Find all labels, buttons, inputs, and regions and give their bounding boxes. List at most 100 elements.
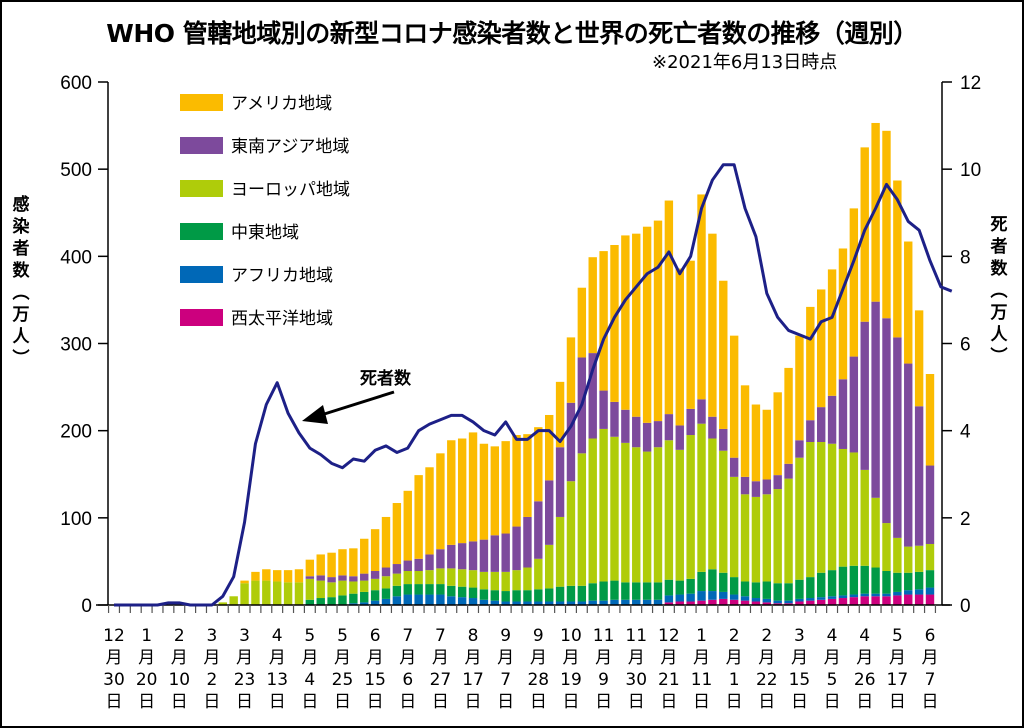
bar-segment xyxy=(708,569,717,592)
bar-segment xyxy=(523,601,532,605)
bar-segment xyxy=(403,560,412,572)
y-right-tick-label: 10 xyxy=(960,160,981,181)
bar-segment xyxy=(490,590,499,601)
x-tick-label-part: 日 xyxy=(922,692,939,712)
bar-segment xyxy=(588,600,597,605)
y-axis-right-ticks: 0 2 4 6 8 10 12 xyxy=(942,73,981,617)
x-tick-label-part: 3 xyxy=(794,626,805,646)
bar-segment xyxy=(708,591,717,600)
x-tick-label-part: 5 xyxy=(304,626,315,646)
y-right-tick-label: 0 xyxy=(960,596,971,617)
bar-segment xyxy=(675,594,684,602)
bar-segment xyxy=(273,570,282,582)
x-tick-label-part: 日 xyxy=(334,692,351,712)
x-tick-label-part: 月 xyxy=(824,648,841,668)
bar-segment xyxy=(838,595,848,599)
bar-segment xyxy=(327,577,336,583)
bar-segment xyxy=(490,571,499,591)
x-tick-label-part: 日 xyxy=(138,692,155,712)
x-tick-label-part: 日 xyxy=(465,692,482,712)
bar-segment xyxy=(468,570,478,588)
bar-segment xyxy=(871,596,880,605)
bar-segment xyxy=(316,580,325,599)
bar-segment xyxy=(871,497,880,568)
x-tick-label-part: 日 xyxy=(530,692,547,712)
bar-segment xyxy=(403,571,412,585)
annotation-arrow-head xyxy=(302,405,328,424)
bar-segment xyxy=(664,440,674,580)
x-tick-label-part: 日 xyxy=(301,692,318,712)
bar-segment xyxy=(751,496,761,583)
bar-segment xyxy=(338,595,347,605)
y-left-tick-label: 300 xyxy=(60,335,92,356)
x-tick-label-part: 月 xyxy=(497,648,514,668)
bar-segment xyxy=(294,569,304,583)
bar-segment xyxy=(545,544,554,589)
bar-segment xyxy=(784,583,793,601)
bar-segment xyxy=(479,539,489,572)
x-tick-label-part: 2 xyxy=(207,670,218,690)
bar-segment xyxy=(577,585,587,602)
bar-segment xyxy=(621,409,630,443)
bar-segment xyxy=(327,552,336,578)
y-right-tick-label: 2 xyxy=(960,509,971,530)
bar-segment xyxy=(849,356,859,453)
x-tick-label-part: 5 xyxy=(892,626,903,646)
bar-segment xyxy=(316,554,325,576)
legend-swatch xyxy=(180,94,223,111)
x-tick-label-part: 月 xyxy=(301,648,318,668)
bar-segment xyxy=(708,416,717,439)
x-tick-label-part: 4 xyxy=(827,626,838,646)
bar-segment xyxy=(534,501,543,559)
bar-segment xyxy=(555,516,565,587)
bar-segment xyxy=(218,602,227,605)
bar-segment xyxy=(838,598,848,605)
deaths-line xyxy=(114,163,953,607)
bar-segment xyxy=(283,582,293,605)
x-tick-label-part: 月 xyxy=(758,648,775,668)
bar-segment xyxy=(414,571,423,585)
legend-label: 東南アジア地域 xyxy=(231,137,349,157)
bar-segment xyxy=(827,596,837,599)
x-tick-label-part: 日 xyxy=(562,692,579,712)
bar-segment xyxy=(773,489,782,584)
x-tick-label-part: 2 xyxy=(729,626,740,646)
x-tick-label-part: 20 xyxy=(136,670,158,690)
bar-segment xyxy=(729,599,739,605)
bar-segment xyxy=(403,584,412,595)
bar-segment xyxy=(457,597,467,605)
bar-segment xyxy=(925,374,935,466)
bar-segment xyxy=(860,593,869,597)
bar-segment xyxy=(729,577,739,595)
x-tick-label-part: 11 xyxy=(625,626,647,646)
bar-segment xyxy=(914,571,924,590)
x-tick-label-part: 1 xyxy=(141,626,152,646)
bar-segment xyxy=(610,245,619,402)
bar-segment xyxy=(914,594,924,605)
legend-label: 中東地域 xyxy=(231,223,299,243)
bar-segment xyxy=(751,582,761,599)
x-tick-label-part: 11 xyxy=(593,626,615,646)
bar-segment xyxy=(806,600,815,605)
bar-segment xyxy=(740,476,750,495)
y-axis-left-ticks: 0 100 200 300 400 500 600 xyxy=(60,73,108,617)
x-tick-label-part: 7 xyxy=(435,626,446,646)
x-tick-label-part: 月 xyxy=(334,648,351,668)
bar-segment xyxy=(914,589,924,595)
bar-segment xyxy=(729,594,739,600)
bar-segment xyxy=(501,441,510,534)
legend-item: アメリカ地域 xyxy=(180,94,332,114)
bar-segment xyxy=(240,580,249,584)
x-tick-label-part: 25 xyxy=(332,670,354,690)
bar-segment xyxy=(795,598,804,602)
bar-segment xyxy=(360,573,369,581)
bar-segment xyxy=(904,363,913,547)
bar-segment xyxy=(740,581,750,597)
y-left-tick-label: 500 xyxy=(60,160,92,181)
bar-segment xyxy=(425,594,434,605)
bar-segment xyxy=(806,420,815,442)
bar-segment xyxy=(871,567,880,594)
